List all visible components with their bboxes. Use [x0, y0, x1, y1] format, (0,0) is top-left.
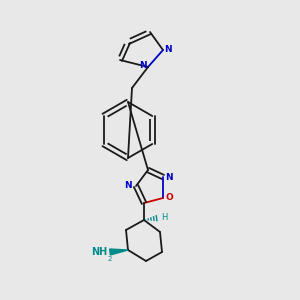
Text: N: N — [140, 61, 147, 70]
Text: 2: 2 — [107, 256, 112, 262]
Text: N: N — [124, 182, 132, 190]
Text: N: N — [165, 172, 172, 182]
Polygon shape — [110, 249, 128, 255]
Text: H: H — [161, 214, 167, 223]
Text: NH: NH — [91, 247, 107, 257]
Text: O: O — [166, 194, 174, 202]
Text: N: N — [164, 46, 172, 55]
